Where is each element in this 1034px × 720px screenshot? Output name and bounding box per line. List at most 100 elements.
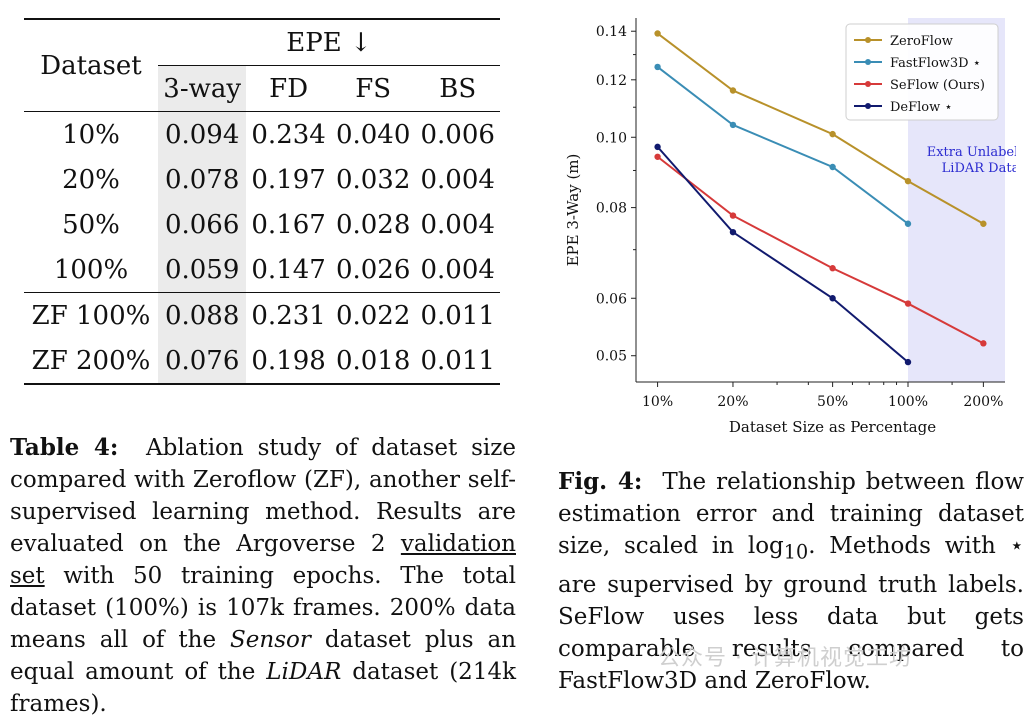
data-point xyxy=(729,212,737,219)
cell-bs: 0.004 xyxy=(420,209,495,240)
series-line xyxy=(656,146,909,363)
header-dataset: Dataset xyxy=(40,50,142,81)
table-row: 10% 0.094 0.234 0.040 0.006 xyxy=(24,111,500,157)
cell-3way: 0.078 xyxy=(158,157,247,202)
y-tick-label: 0.06 xyxy=(596,291,627,307)
table-row: ZF 200% 0.076 0.198 0.018 0.011 xyxy=(24,338,500,384)
cell-fs: 0.022 xyxy=(330,292,416,338)
cell-bs: 0.006 xyxy=(415,111,500,157)
cell-fs: 0.026 xyxy=(335,254,411,285)
caption-text: . Methods with ⋆ are supervised by groun… xyxy=(558,533,1024,694)
legend-marker xyxy=(865,81,871,87)
legend-entry: ZeroFlow xyxy=(890,34,953,49)
caption-text: Ablation study of dataset size compared … xyxy=(10,435,517,557)
data-point xyxy=(729,87,737,94)
y-tick-label: 0.12 xyxy=(596,73,627,89)
row-label: ZF 100% xyxy=(24,292,158,338)
table-row: ZF 100% 0.088 0.231 0.022 0.011 xyxy=(24,292,500,338)
cell-fd: 0.147 xyxy=(251,254,326,285)
legend-entry: FastFlow3D ⋆ xyxy=(890,56,981,71)
data-point xyxy=(980,220,987,227)
cell-fd: 0.167 xyxy=(251,209,326,240)
data-point xyxy=(904,220,912,227)
data-point xyxy=(904,177,912,185)
y-tick-label: 0.08 xyxy=(596,201,627,217)
caption-label: Fig. 4: xyxy=(558,468,643,495)
header-epe: EPE ↓ xyxy=(158,19,500,66)
caption-label: Table 4: xyxy=(10,434,119,461)
data-point xyxy=(654,143,661,151)
region-label: LiDAR Data xyxy=(942,161,1016,176)
row-label: 20% xyxy=(62,164,120,195)
region-label: Extra Unlabeled xyxy=(927,145,1016,160)
cell-fs: 0.028 xyxy=(335,209,411,240)
data-point xyxy=(904,358,912,366)
caption-subscript: 10 xyxy=(783,540,809,564)
x-tick-label: 100% xyxy=(888,394,928,410)
row-label: 10% xyxy=(24,111,158,157)
y-tick-label: 0.10 xyxy=(596,130,627,146)
y-tick-label: 0.14 xyxy=(596,24,627,40)
legend-entry: SeFlow (Ours) xyxy=(890,78,985,93)
data-point xyxy=(980,340,987,347)
ablation-table-container: Dataset EPE ↓ 3-way FD FS BS 10% 0.094 0… xyxy=(24,18,500,385)
y-axis-label: EPE 3-Way (m) xyxy=(564,154,582,267)
data-point xyxy=(654,153,661,160)
caption-emphasis: LiDAR xyxy=(266,659,342,685)
table-row: 50% 0.066 0.167 0.028 0.004 xyxy=(24,202,500,247)
cell-3way: 0.066 xyxy=(158,202,247,247)
header-bs: BS xyxy=(439,73,477,104)
caption-emphasis: Sensor xyxy=(230,627,311,653)
table-row: 20% 0.078 0.197 0.032 0.004 xyxy=(24,157,500,202)
legend-marker xyxy=(865,37,871,43)
cell-bs: 0.011 xyxy=(415,292,500,338)
x-tick-label: 50% xyxy=(817,394,848,410)
cell-fs: 0.018 xyxy=(335,345,411,376)
data-point xyxy=(829,130,836,138)
x-tick-label: 20% xyxy=(717,394,748,410)
epe-vs-dataset-chart: Extra UnlabeledLiDAR Data 0.05 0.06 0.08 0.1… xyxy=(564,18,1016,436)
legend-box xyxy=(845,23,999,121)
data-point xyxy=(729,121,737,129)
data-point xyxy=(729,228,737,236)
cell-fd: 0.198 xyxy=(251,345,326,376)
table-row: 100% 0.059 0.147 0.026 0.004 xyxy=(24,247,500,293)
caption-text: dataset plus an equal amount of the xyxy=(10,627,517,685)
row-label: 100% xyxy=(53,254,129,285)
figure-caption: Fig. 4: The relationship between flow es… xyxy=(558,466,1024,697)
data-point xyxy=(829,265,836,272)
cell-bs: 0.004 xyxy=(420,164,495,195)
cell-bs: 0.004 xyxy=(420,254,495,285)
data-point xyxy=(829,163,836,171)
row-label: ZF 200% xyxy=(31,345,151,376)
row-label: 50% xyxy=(62,209,120,240)
y-tick-label: 0.05 xyxy=(596,349,627,365)
cell-bs: 0.011 xyxy=(420,345,495,376)
cell-fd: 0.231 xyxy=(246,292,331,338)
cell-3way: 0.076 xyxy=(158,338,247,384)
data-point xyxy=(654,30,661,37)
legend-marker xyxy=(865,103,871,109)
legend-entry: DeFlow ⋆ xyxy=(890,100,953,115)
table-caption: Table 4: Ablation study of dataset size … xyxy=(10,432,516,720)
cell-3way-best: 0.059 xyxy=(158,247,247,293)
cell-fd: 0.197 xyxy=(251,164,326,195)
caption-text: The relationship between flow estimation… xyxy=(558,469,1024,559)
data-point xyxy=(829,295,836,302)
x-axis-label: Dataset Size as Percentage xyxy=(729,418,936,436)
cell-fd: 0.234 xyxy=(246,111,331,157)
series-line xyxy=(656,66,909,225)
caption-underlined: validation set xyxy=(10,531,516,589)
cell-3way: 0.094 xyxy=(158,111,247,157)
header-fd: FD xyxy=(269,73,309,104)
ablation-table: Dataset EPE ↓ 3-way FD FS BS 10% 0.094 0… xyxy=(24,18,500,385)
watermark: 公众号 · 计算机视觉工坊 xyxy=(658,646,912,671)
data-point xyxy=(904,300,912,307)
cell-fs: 0.032 xyxy=(335,164,411,195)
header-fs: FS xyxy=(355,73,392,104)
legend-marker xyxy=(865,59,871,65)
cell-3way: 0.088 xyxy=(158,292,247,338)
header-3way: 3-way xyxy=(158,65,247,112)
data-point xyxy=(654,63,661,71)
caption-text: with 50 training epochs. The total datas… xyxy=(10,563,517,653)
